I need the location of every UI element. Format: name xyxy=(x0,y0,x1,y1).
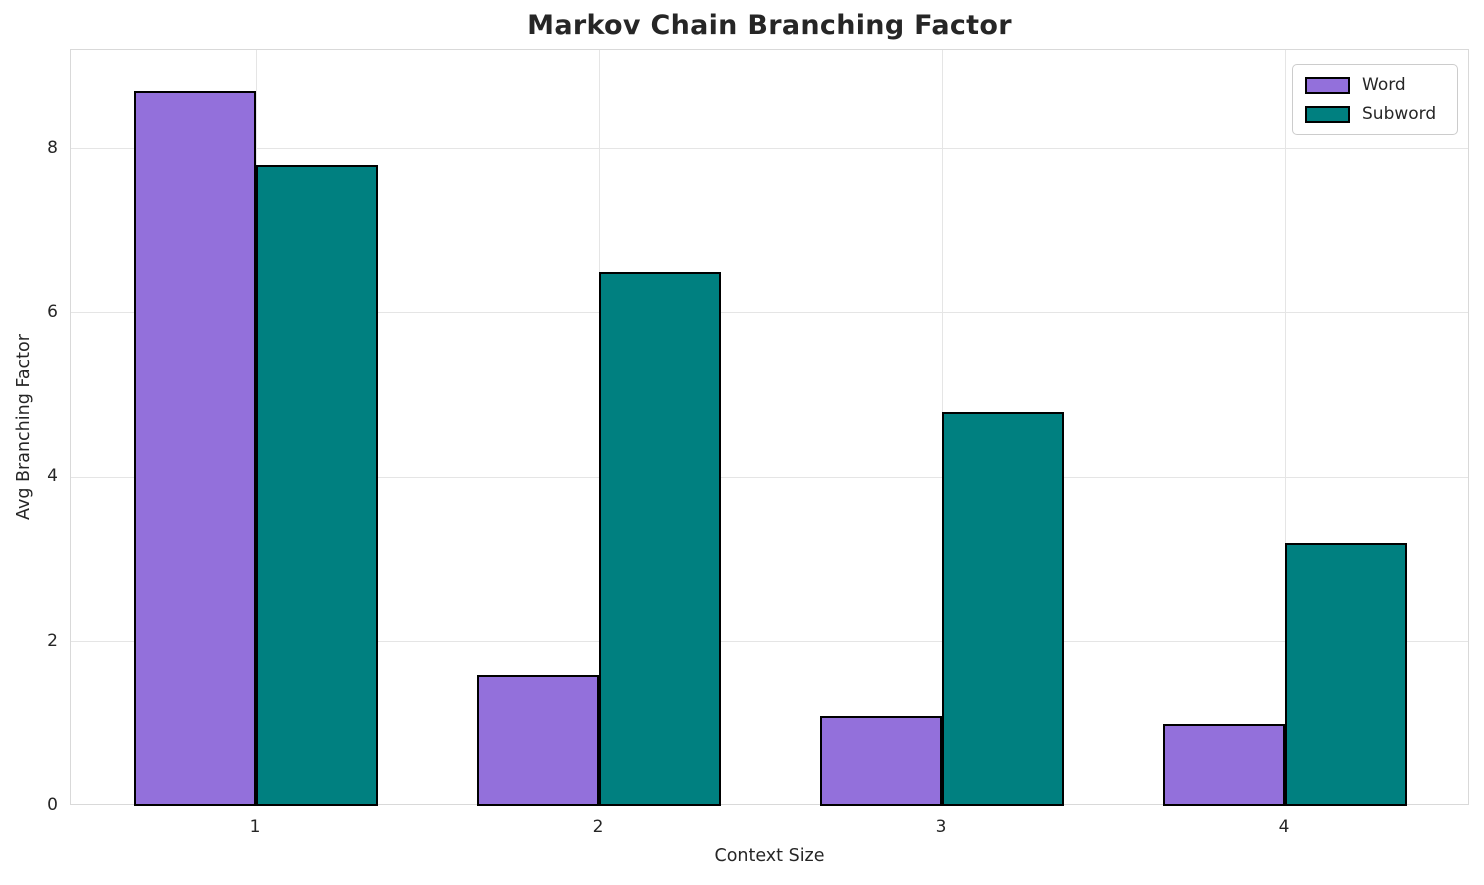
x-tick-label: 2 xyxy=(592,817,604,837)
y-tick-label: 2 xyxy=(47,630,58,651)
bar-word-3 xyxy=(820,715,942,806)
x-tick-label: 3 xyxy=(935,817,947,837)
legend-item-subword: Subword xyxy=(1305,104,1445,124)
bar-word-1 xyxy=(134,91,256,806)
x-tick-label: 1 xyxy=(249,817,261,837)
x-gridline xyxy=(1284,50,1286,804)
bar-word-2 xyxy=(477,674,599,806)
y-gridline xyxy=(71,312,1468,314)
legend-swatch-word xyxy=(1305,76,1350,94)
legend-label-word: Word xyxy=(1362,75,1406,95)
bar-subword-3 xyxy=(942,411,1064,806)
y-tick-label: 8 xyxy=(47,137,58,158)
y-axis-label: Avg Branching Factor xyxy=(14,334,34,520)
bar-subword-1 xyxy=(256,165,378,806)
chart-title: Markov Chain Branching Factor xyxy=(527,10,1012,41)
y-tick-label: 4 xyxy=(47,466,58,487)
y-tick-label: 6 xyxy=(47,301,58,322)
bar-subword-4 xyxy=(1285,543,1407,806)
legend-item-word: Word xyxy=(1305,75,1445,95)
bar-subword-2 xyxy=(599,271,721,806)
x-axis-label: Context Size xyxy=(714,846,825,866)
bar-word-4 xyxy=(1163,723,1285,806)
y-tick-label: 0 xyxy=(47,795,58,815)
y-gridline xyxy=(71,148,1468,150)
x-tick-label: 4 xyxy=(1278,817,1290,837)
legend: Word Subword xyxy=(1292,64,1458,135)
y-gridline xyxy=(71,641,1468,643)
legend-swatch-subword xyxy=(1305,105,1350,123)
plot-area: Word Subword xyxy=(70,49,1469,806)
legend-label-subword: Subword xyxy=(1362,104,1437,124)
y-gridline xyxy=(71,476,1468,478)
